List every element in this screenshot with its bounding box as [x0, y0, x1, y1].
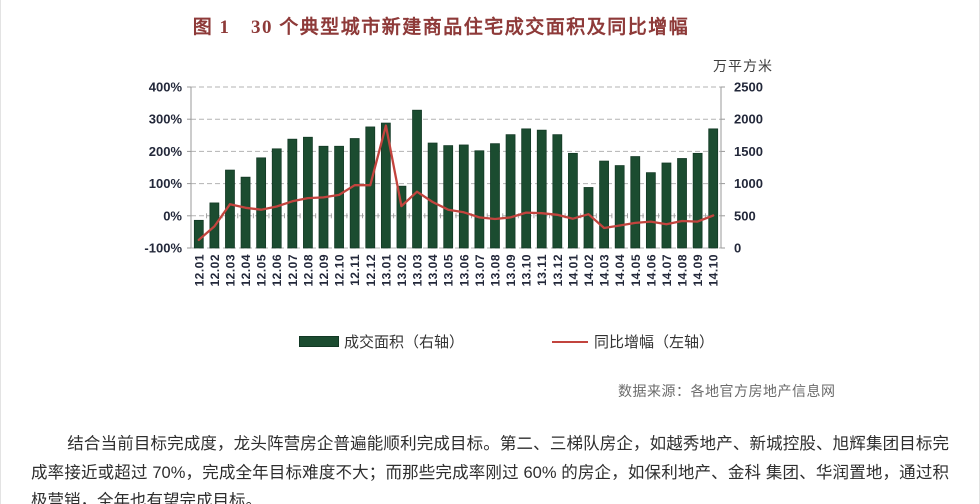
x-axis-label: 12.01: [192, 254, 206, 287]
bar: [599, 160, 609, 249]
x-axis-label: 12.08: [301, 254, 315, 287]
bar: [490, 143, 500, 249]
body-paragraph: 结合当前目标完成度，龙头阵营房企普遍能顺利完成目标。第二、三梯队房企，如越秀地产…: [31, 435, 949, 504]
x-axis-label: 12.10: [333, 254, 347, 287]
right-axis-tick-label: 2000: [734, 112, 763, 127]
x-axis-label: 12.07: [286, 254, 300, 287]
chart-legend: 成交面积（右轴） 同比增幅（左轴）: [299, 331, 714, 352]
x-axis-label: 14.07: [660, 254, 674, 287]
x-axis-label: 14.10: [707, 254, 721, 287]
data-source-note: 数据来源：各地官方房地产信息网: [618, 385, 836, 400]
x-axis-label: 13.08: [488, 254, 502, 287]
bar: [380, 122, 391, 249]
x-axis-label: 13.06: [457, 254, 471, 287]
right-axis-tick-label: 1500: [734, 144, 763, 159]
x-axis-label: 13.03: [411, 254, 425, 287]
right-axis-tick-label: 500: [734, 208, 756, 223]
bar: [708, 128, 719, 249]
right-axis-tick-label: 2500: [734, 80, 763, 95]
x-axis-label: 14.03: [598, 254, 612, 287]
x-axis-label: 13.01: [379, 254, 393, 287]
gridlines: [191, 86, 721, 249]
x-axis-label: 14.08: [676, 254, 690, 287]
x-axis-label: 12.12: [364, 254, 378, 287]
x-axis-label: 13.12: [551, 254, 565, 287]
right-axis-tick-label: 0: [734, 241, 741, 256]
left-axis-tick-label: 400%: [149, 80, 183, 95]
legend-bar-label: 成交面积（右轴）: [344, 335, 465, 351]
zero-line-ticks: [190, 213, 722, 219]
x-axis-label: 12.11: [348, 254, 362, 286]
legend-line-label: 同比增幅（左轴）: [594, 335, 715, 351]
bar: [303, 136, 313, 249]
x-axis-label: 13.09: [504, 254, 518, 287]
bar: [645, 172, 656, 249]
bar: [271, 148, 282, 249]
figure-title: 图 1 30 个典型城市新建商品住宅成交面积及同比增幅: [192, 17, 690, 38]
bar: [474, 150, 485, 249]
left-axis-tick-label: 300%: [149, 112, 183, 127]
bar: [443, 145, 454, 249]
legend-item-yoy: 同比增幅（左轴）: [552, 331, 714, 352]
x-axis-label: 14.02: [582, 254, 596, 287]
bar: [349, 138, 360, 249]
x-axis-label: 13.11: [535, 254, 549, 286]
combo-chart: 400% 2500 300% 2000 200% 1500 100% 1000 0% 500 -10…: [144, 80, 763, 287]
x-axis-label: 12.04: [239, 254, 253, 287]
x-axis-label: 12.02: [208, 254, 222, 287]
bar: [568, 152, 578, 249]
bar: [427, 142, 438, 249]
bars-series: [193, 109, 719, 249]
bar: [287, 138, 298, 249]
line-series: [197, 124, 715, 242]
x-axis-label: 14.01: [566, 254, 580, 287]
x-axis-label: 12.03: [223, 254, 237, 287]
axis-tick-labels: 400% 2500 300% 2000 200% 1500 100% 1000 0% 500 -10…: [144, 80, 763, 287]
bar: [552, 134, 563, 249]
x-axis-label: 14.04: [613, 254, 627, 287]
bar: [614, 165, 625, 249]
left-axis-tick-label: -100%: [144, 241, 182, 256]
x-axis-label: 12.06: [270, 254, 284, 287]
bar: [365, 126, 376, 249]
left-axis-tick-label: 200%: [149, 144, 183, 159]
bar: [505, 134, 516, 249]
x-axis-label: 14.05: [629, 254, 643, 287]
axes: [187, 86, 725, 249]
bar: [521, 128, 532, 249]
legend-item-area: 成交面积（右轴）: [299, 331, 464, 352]
yoy-line: [197, 124, 715, 242]
bar: [677, 158, 687, 249]
bar: [256, 157, 267, 249]
bar: [193, 219, 204, 249]
x-axis-label: 13.02: [395, 254, 409, 287]
x-axis-label: 12.09: [317, 254, 331, 287]
bar: [334, 145, 344, 249]
bar: [240, 176, 251, 249]
left-axis-tick-label: 100%: [149, 176, 183, 191]
x-axis-label: 12.05: [255, 254, 269, 287]
x-axis-label: 13.10: [520, 254, 534, 287]
x-axis-label: 13.05: [442, 254, 456, 287]
bar: [458, 144, 469, 249]
bar: [630, 156, 641, 249]
x-axis-label: 13.04: [426, 254, 440, 287]
x-axis-label: 13.07: [473, 254, 487, 287]
line-series-swatch-icon: [552, 340, 589, 343]
bar: [692, 152, 703, 249]
x-axis-label: 14.09: [691, 254, 705, 287]
bar-series-swatch-icon: [299, 336, 339, 347]
right-axis-unit-label: 万平方米: [713, 60, 773, 75]
left-axis-tick-label: 0%: [163, 208, 182, 223]
x-axis-label: 14.06: [644, 254, 658, 287]
bar: [536, 129, 547, 249]
right-axis-tick-label: 1000: [734, 176, 763, 191]
bar: [661, 162, 672, 249]
bar: [412, 109, 422, 249]
bar: [396, 185, 407, 249]
